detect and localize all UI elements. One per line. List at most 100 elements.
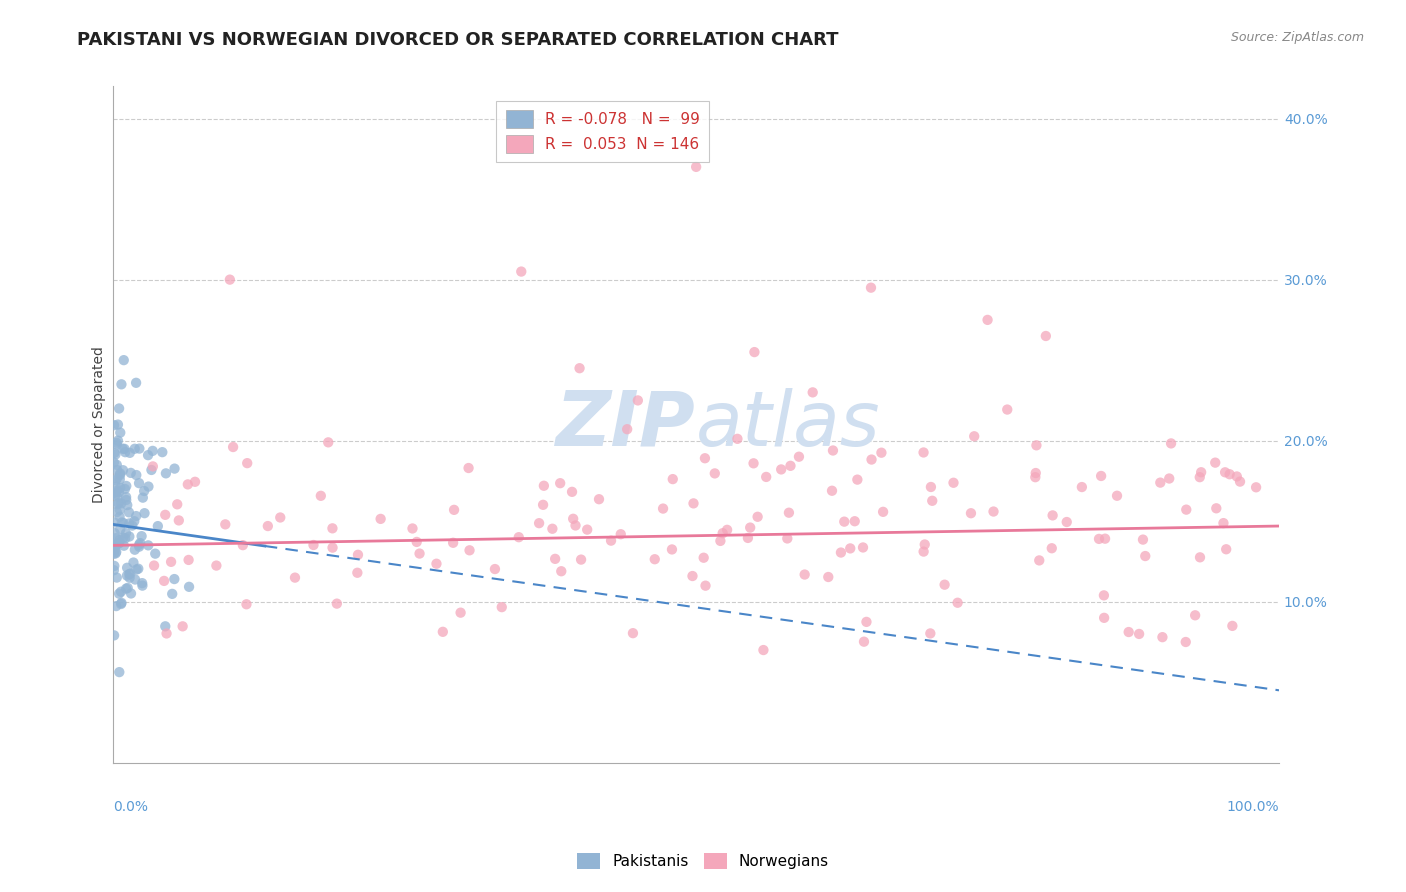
Point	[114, 445, 136, 459]
Point	[107, 496, 129, 510]
Point	[610, 527, 633, 541]
Point	[125, 562, 148, 576]
Point	[104, 531, 127, 545]
Point	[1056, 515, 1078, 529]
Point	[163, 461, 186, 475]
Point	[912, 445, 935, 459]
Point	[256, 519, 278, 533]
Point	[105, 435, 128, 450]
Point	[443, 503, 465, 517]
Point	[787, 450, 810, 464]
Text: Source: ZipAtlas.com: Source: ZipAtlas.com	[1230, 31, 1364, 45]
Point	[110, 522, 132, 536]
Point	[110, 377, 132, 392]
Y-axis label: Divorced or Separated: Divorced or Separated	[93, 346, 107, 503]
Point	[104, 448, 127, 462]
Point	[153, 574, 176, 588]
Point	[776, 532, 799, 546]
Point	[118, 529, 141, 543]
Point	[115, 492, 138, 507]
Point	[995, 402, 1018, 417]
Point	[105, 437, 128, 451]
Point	[755, 470, 778, 484]
Point	[104, 546, 127, 560]
Point	[128, 442, 150, 456]
Point	[1174, 635, 1197, 649]
Point	[125, 509, 148, 524]
Point	[569, 552, 592, 566]
Point	[160, 587, 183, 601]
Point	[142, 459, 165, 474]
Point	[143, 547, 166, 561]
Point	[115, 561, 138, 575]
Point	[616, 422, 638, 436]
Point	[716, 523, 738, 537]
Point	[839, 541, 862, 556]
Point	[166, 497, 188, 511]
Point	[108, 533, 131, 547]
Point	[510, 264, 533, 278]
Point	[160, 555, 183, 569]
Point	[146, 519, 169, 533]
Point	[533, 479, 555, 493]
Point	[832, 515, 855, 529]
Point	[108, 467, 131, 482]
Point	[124, 442, 146, 456]
Point	[104, 473, 127, 487]
Point	[107, 434, 129, 448]
Point	[155, 626, 177, 640]
Point	[110, 584, 132, 599]
Point	[128, 538, 150, 552]
Point	[104, 539, 127, 553]
Point	[132, 491, 155, 505]
Point	[115, 490, 138, 504]
Point	[121, 518, 143, 533]
Point	[107, 417, 129, 432]
Point	[124, 542, 146, 557]
Point	[779, 458, 801, 473]
Point	[222, 440, 245, 454]
Point	[1035, 329, 1057, 343]
Point	[110, 425, 132, 440]
Point	[105, 458, 128, 472]
Point	[124, 573, 146, 587]
Point	[541, 522, 564, 536]
Point	[120, 466, 142, 480]
Point	[105, 599, 128, 613]
Point	[309, 489, 332, 503]
Point	[115, 582, 138, 596]
Point	[143, 558, 166, 573]
Point	[103, 558, 125, 573]
Point	[322, 541, 344, 555]
Point	[576, 523, 599, 537]
Point	[155, 508, 177, 522]
Point	[408, 547, 430, 561]
Point	[1128, 627, 1150, 641]
Point	[855, 615, 877, 629]
Text: 100.0%: 100.0%	[1226, 800, 1279, 814]
Point	[114, 482, 136, 496]
Point	[122, 556, 145, 570]
Point	[347, 548, 370, 562]
Point	[844, 514, 866, 528]
Point	[568, 361, 591, 376]
Point	[104, 488, 127, 502]
Point	[110, 596, 132, 610]
Text: 0.0%: 0.0%	[114, 800, 148, 814]
Point	[321, 521, 343, 535]
Point	[531, 498, 554, 512]
Point	[744, 345, 766, 359]
Point	[1222, 619, 1244, 633]
Point	[685, 160, 707, 174]
Point	[921, 493, 943, 508]
Point	[1229, 475, 1251, 489]
Point	[621, 626, 644, 640]
Point	[302, 538, 325, 552]
Point	[125, 376, 148, 390]
Point	[112, 353, 135, 368]
Point	[817, 570, 839, 584]
Point	[104, 526, 127, 541]
Point	[457, 461, 479, 475]
Point	[747, 509, 769, 524]
Point	[138, 479, 160, 493]
